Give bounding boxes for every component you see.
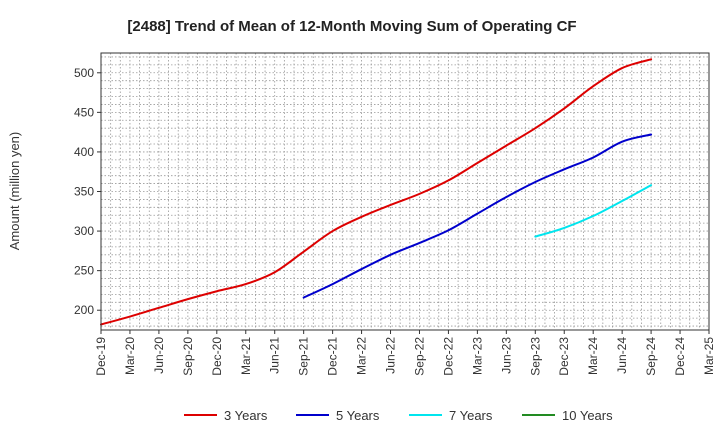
x-tick-label: Mar-25	[702, 337, 716, 375]
x-tick-label: Sep-20	[181, 337, 195, 376]
x-axis: Dec-19 Mar-20 Jun-20 Sep-20 Dec-20 Mar-21 Jun-…	[94, 330, 716, 376]
x-tick-label: Dec-19	[94, 337, 108, 376]
x-tick-label: Jun-24	[615, 337, 629, 374]
y-tick-label: 200	[74, 303, 94, 317]
series-line-7-years	[534, 184, 653, 238]
x-tick-label: Jun-21	[268, 337, 282, 374]
y-axis-label: Amount (million yen)	[7, 132, 22, 251]
legend-label: 5 Years	[336, 408, 380, 423]
y-tick-label: 450	[74, 105, 94, 119]
y-axis: 200 250 300 350 400 450 500	[74, 66, 101, 317]
x-tick-label: Sep-23	[528, 337, 542, 376]
x-tick-label: Mar-24	[586, 337, 600, 375]
plot-background	[101, 53, 709, 330]
legend-label: 7 Years	[449, 408, 493, 423]
x-tick-label: Mar-20	[123, 337, 137, 375]
x-tick-label: Sep-24	[644, 337, 658, 376]
x-tick-label: Mar-22	[355, 337, 369, 375]
grid	[101, 53, 709, 330]
y-tick-label: 300	[74, 224, 94, 238]
x-tick-label: Dec-21	[326, 337, 340, 376]
x-tick-label: Mar-23	[470, 337, 484, 375]
x-tick-label: Dec-23	[557, 337, 571, 376]
x-tick-label: Dec-20	[210, 337, 224, 376]
x-tick-label: Dec-22	[441, 337, 455, 376]
x-tick-label: Sep-21	[297, 337, 311, 376]
x-tick-label: Mar-21	[239, 337, 253, 375]
chart-title: [2488] Trend of Mean of 12-Month Moving …	[127, 18, 576, 35]
legend: 3 Years 5 Years 7 Years 10 Years	[184, 408, 613, 423]
series-line-3-years	[100, 58, 653, 326]
y-tick-label: 250	[74, 264, 94, 278]
plot-area	[101, 53, 709, 330]
legend-label: 3 Years	[224, 408, 268, 423]
y-tick-label: 400	[74, 145, 94, 159]
series-group	[100, 58, 653, 326]
x-tick-label: Jun-23	[499, 337, 513, 374]
x-tick-label: Sep-22	[412, 337, 426, 376]
legend-label: 10 Years	[562, 408, 613, 423]
x-tick-label: Jun-20	[152, 337, 166, 374]
x-tick-label: Jun-22	[384, 337, 398, 374]
x-tick-label: Dec-24	[673, 337, 687, 376]
y-tick-label: 350	[74, 185, 94, 199]
series-line-5-years	[302, 133, 653, 299]
y-tick-label: 500	[74, 66, 94, 80]
